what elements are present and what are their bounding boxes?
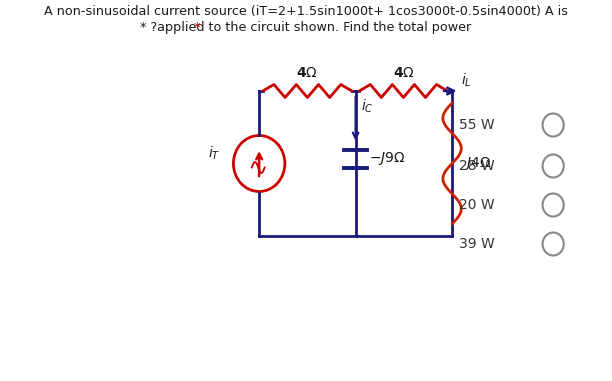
Text: 4$\Omega$: 4$\Omega$ bbox=[296, 66, 318, 80]
Text: 39 W: 39 W bbox=[458, 237, 494, 251]
Text: 20 W: 20 W bbox=[458, 198, 494, 212]
Text: $i_C$: $i_C$ bbox=[361, 98, 374, 115]
Text: $i_L$: $i_L$ bbox=[461, 72, 472, 89]
Text: $i_T$: $i_T$ bbox=[208, 145, 220, 162]
Text: *: * bbox=[195, 21, 205, 34]
Text: 4$\Omega$: 4$\Omega$ bbox=[392, 66, 414, 80]
Text: 28 W: 28 W bbox=[458, 159, 494, 173]
Text: A non-sinusoidal current source (iT=2+1.5sin1000t+ 1cos3000t-0.5sin4000t) A is: A non-sinusoidal current source (iT=2+1.… bbox=[44, 5, 568, 18]
Text: $J4\Omega$: $J4\Omega$ bbox=[464, 155, 491, 172]
Text: 55 W: 55 W bbox=[458, 118, 494, 132]
Text: * ?applied to the circuit shown. Find the total power: * ?applied to the circuit shown. Find th… bbox=[140, 21, 472, 34]
Text: $-J9\Omega$: $-J9\Omega$ bbox=[370, 150, 406, 167]
